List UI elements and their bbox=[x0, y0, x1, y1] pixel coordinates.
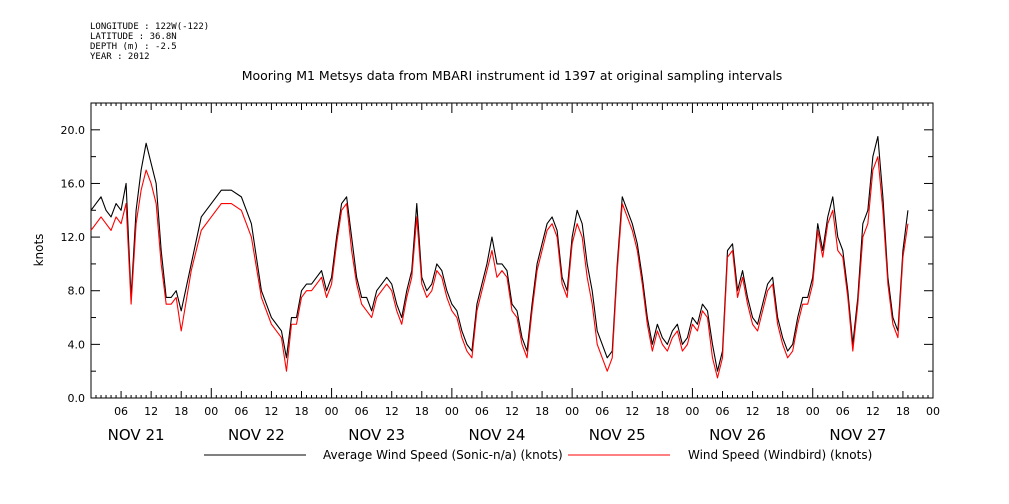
y-tick-label: 0.0 bbox=[68, 392, 86, 405]
date-label: NOV 22 bbox=[228, 426, 285, 444]
date-label: NOV 23 bbox=[348, 426, 405, 444]
y-tick-label: 4.0 bbox=[68, 338, 86, 351]
x-tick-label: 18 bbox=[655, 405, 669, 418]
x-tick-label: 12 bbox=[264, 405, 278, 418]
plot-frame bbox=[90, 102, 934, 399]
x-tick-label: 18 bbox=[415, 405, 429, 418]
date-label: NOV 25 bbox=[589, 426, 646, 444]
longitude-text: LONGITUDE : 122W(-122) bbox=[90, 22, 210, 32]
series-layer bbox=[90, 135, 909, 379]
chart-legend: Average Wind Speed (Sonic-n/a) (knots) Wi… bbox=[204, 448, 872, 462]
chart-title: Mooring M1 Metsys data from MBARI instru… bbox=[242, 68, 783, 83]
latitude-text: LATITUDE : 36.8N bbox=[90, 32, 177, 42]
x-tick-label: 00 bbox=[685, 405, 699, 418]
x-tick-label: 18 bbox=[174, 405, 188, 418]
year-text: YEAR : 2012 bbox=[90, 52, 150, 62]
x-tick-label: 06 bbox=[595, 405, 609, 418]
date-label: NOV 26 bbox=[709, 426, 766, 444]
x-axis: 06 12 18 00 06 12 18 00 06 12 18 00 06 12 18 00 06 12 18 00… bbox=[90, 103, 940, 444]
x-tick-label: 00 bbox=[926, 405, 940, 418]
date-label: NOV 27 bbox=[829, 426, 886, 444]
x-tick-label: 06 bbox=[114, 405, 128, 418]
legend-label-windbird: Wind Speed (Windbird) (knots) bbox=[688, 448, 872, 462]
x-tick-label: 12 bbox=[144, 405, 158, 418]
y-tick-label: 20.0 bbox=[61, 124, 86, 137]
metadata-block: LONGITUDE : 122W(-122) LATITUDE : 36.8N … bbox=[90, 22, 209, 62]
x-tick-label: 00 bbox=[325, 405, 339, 418]
y-axis-label: knots bbox=[32, 234, 46, 267]
x-tick-label: 06 bbox=[234, 405, 248, 418]
legend-label-sonic: Average Wind Speed (Sonic-n/a) (knots) bbox=[323, 448, 563, 462]
y-tick-label: 16.0 bbox=[61, 177, 86, 190]
x-tick-label: 00 bbox=[806, 405, 820, 418]
x-tick-label: 12 bbox=[746, 405, 760, 418]
x-tick-label: 18 bbox=[896, 405, 910, 418]
x-tick-label: 00 bbox=[565, 405, 579, 418]
series-line-sonic bbox=[90, 135, 909, 372]
date-label: NOV 21 bbox=[108, 426, 165, 444]
x-tick-label: 18 bbox=[295, 405, 309, 418]
x-tick-label: 12 bbox=[385, 405, 399, 418]
plot-border bbox=[90, 102, 934, 399]
x-tick-label: 06 bbox=[355, 405, 369, 418]
x-tick-label: 00 bbox=[445, 405, 459, 418]
x-tick-label: 18 bbox=[535, 405, 549, 418]
y-tick-label: 8.0 bbox=[68, 285, 86, 298]
y-axis: 0.0 4.0 8.0 12.0 16.0 20.0 bbox=[61, 102, 933, 405]
x-tick-label: 12 bbox=[625, 405, 639, 418]
date-label: NOV 24 bbox=[469, 426, 526, 444]
x-tick-label: 06 bbox=[475, 405, 489, 418]
depth-text: DEPTH (m) : -2.5 bbox=[90, 42, 177, 52]
x-tick-label: 06 bbox=[836, 405, 850, 418]
x-tick-label: 12 bbox=[505, 405, 519, 418]
series-line-windbird bbox=[90, 156, 909, 379]
x-tick-label: 18 bbox=[776, 405, 790, 418]
y-tick-label: 12.0 bbox=[61, 231, 86, 244]
x-tick-label: 12 bbox=[866, 405, 880, 418]
x-tick-label: 00 bbox=[204, 405, 218, 418]
x-tick-label: 06 bbox=[716, 405, 730, 418]
